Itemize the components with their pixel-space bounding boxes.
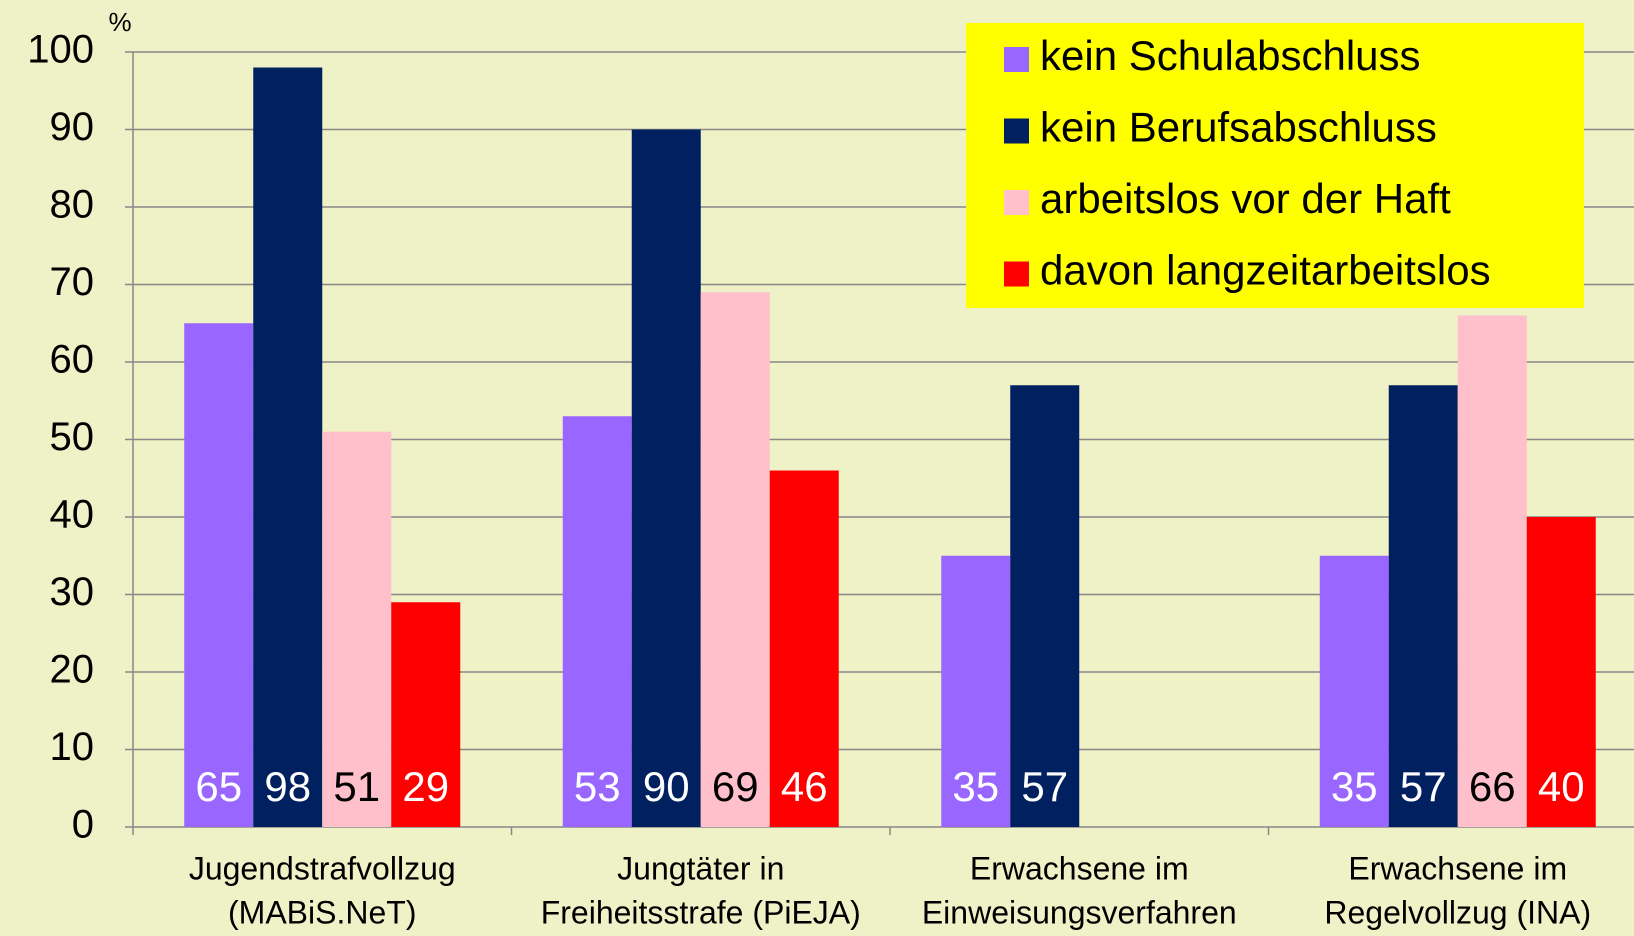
y-tick-label: 70 xyxy=(50,260,95,304)
bar xyxy=(562,416,632,827)
y-tick-label: 30 xyxy=(50,570,95,614)
legend-swatch xyxy=(1004,47,1029,72)
x-tick-label: Jugendstrafvollzug xyxy=(189,850,456,886)
legend-box xyxy=(966,23,1584,308)
y-tick-label: 50 xyxy=(50,415,95,459)
legend-label: arbeitslos vor der Haft xyxy=(1040,175,1451,222)
y-tick-label: 40 xyxy=(50,493,95,537)
data-label: 40 xyxy=(1538,763,1585,810)
data-label: 90 xyxy=(643,763,690,810)
y-tick-label: 90 xyxy=(50,105,95,149)
y-tick-label: 20 xyxy=(50,648,95,692)
x-tick-label: Einweisungsverfahren xyxy=(922,894,1237,930)
bar xyxy=(631,129,701,827)
data-label: 69 xyxy=(712,763,759,810)
data-label: 98 xyxy=(264,763,311,810)
data-label: 35 xyxy=(952,763,999,810)
bar xyxy=(1526,517,1596,827)
legend-label: kein Berufsabschluss xyxy=(1040,104,1437,151)
bar xyxy=(322,431,392,827)
data-label: 53 xyxy=(574,763,621,810)
data-label: 35 xyxy=(1331,763,1378,810)
x-tick-label: Erwachsene im xyxy=(1348,850,1567,886)
data-label: 65 xyxy=(195,763,242,810)
data-label: 51 xyxy=(333,763,380,810)
bar xyxy=(1457,315,1527,827)
y-tick-label: 100 xyxy=(27,28,94,72)
data-label: 57 xyxy=(1021,763,1068,810)
y-unit: % xyxy=(108,7,131,37)
x-tick-label: Freiheitsstrafe (PiEJA) xyxy=(541,894,861,930)
y-tick-label: 60 xyxy=(50,338,95,382)
y-tick-label: 80 xyxy=(50,183,95,227)
y-tick-label: 10 xyxy=(50,725,95,769)
bar xyxy=(1319,555,1389,827)
bar xyxy=(391,602,461,827)
data-label: 57 xyxy=(1400,763,1447,810)
legend-swatch xyxy=(1004,118,1029,144)
legend-label: kein Schulabschluss xyxy=(1040,32,1421,79)
data-label: 46 xyxy=(781,763,828,810)
legend-swatch xyxy=(1004,190,1029,215)
x-tick-label: (MABiS.NeT) xyxy=(228,894,416,930)
legend-label: davon langzeitarbeitslos xyxy=(1040,247,1491,294)
bar xyxy=(184,323,254,827)
bar xyxy=(941,555,1011,827)
x-tick-label: Regelvollzug (INA) xyxy=(1324,894,1591,930)
bar xyxy=(1010,385,1080,827)
bar xyxy=(253,67,323,827)
bar xyxy=(700,292,770,827)
x-tick-label: Erwachsene im xyxy=(970,850,1189,886)
bar xyxy=(769,470,839,827)
legend-swatch xyxy=(1004,261,1029,287)
data-label: 29 xyxy=(402,763,449,810)
y-tick-label: 0 xyxy=(72,803,94,847)
bar xyxy=(1388,385,1458,827)
x-tick-label: Jungtäter in xyxy=(617,850,784,886)
data-label: 66 xyxy=(1469,763,1516,810)
